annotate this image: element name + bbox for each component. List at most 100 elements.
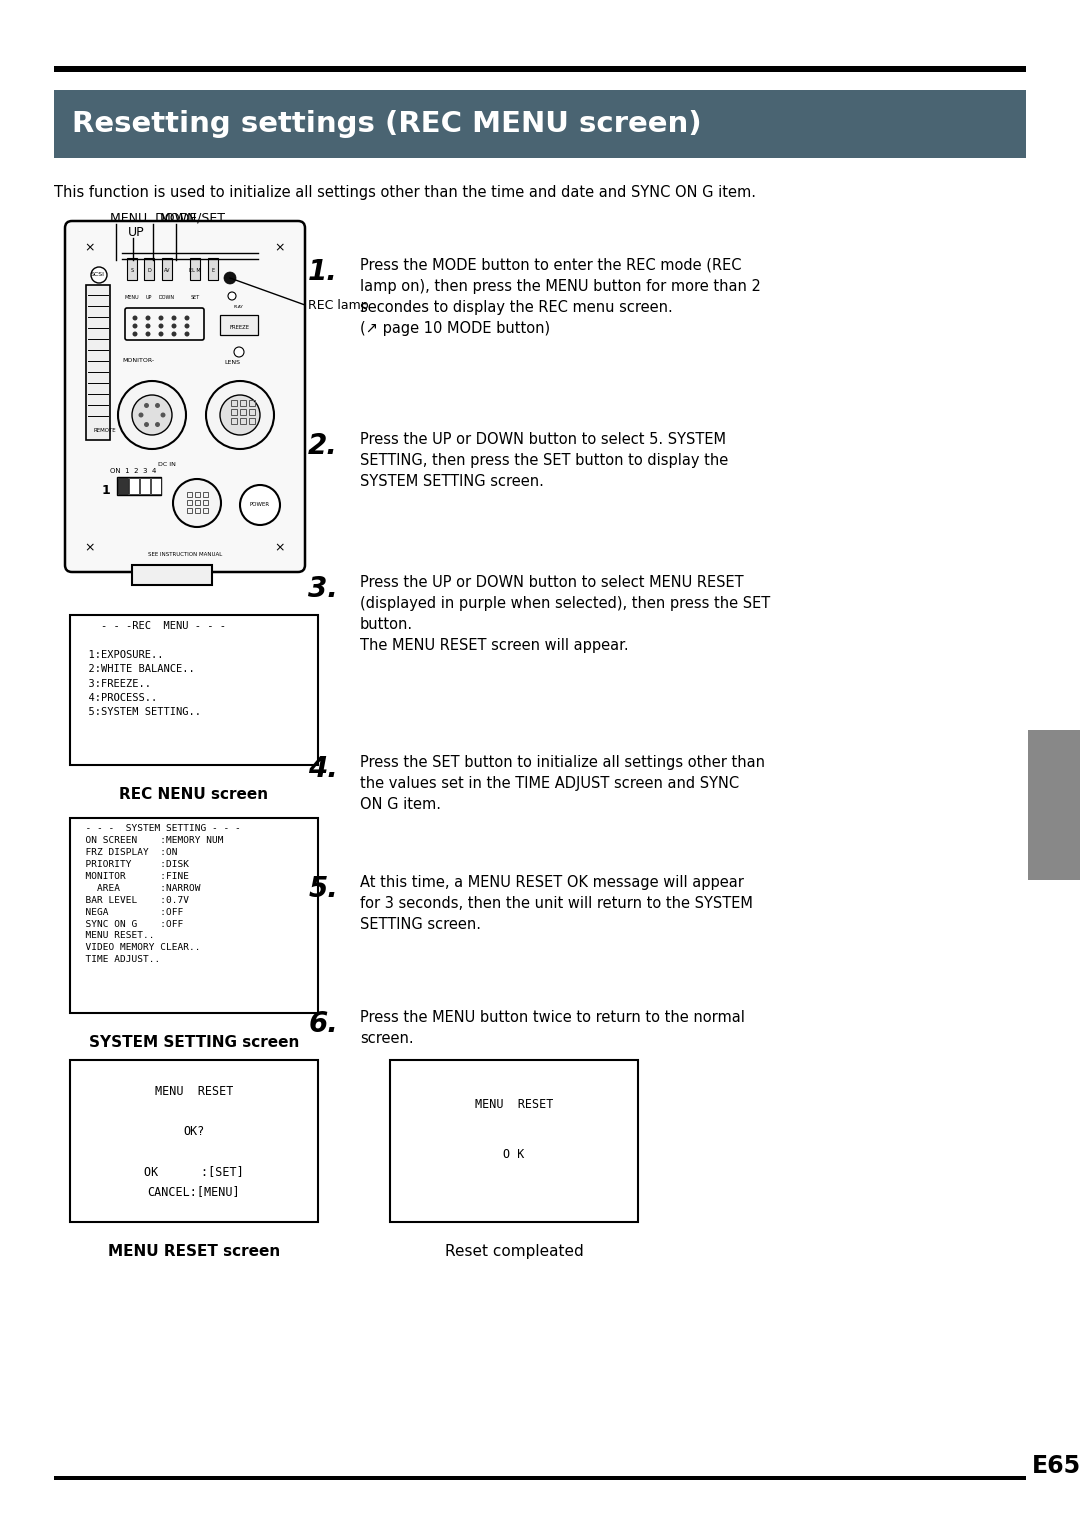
Text: ×: × [84, 242, 95, 254]
Text: UP: UP [129, 225, 145, 239]
Circle shape [146, 315, 150, 321]
Text: Resetting settings (REC MENU screen): Resetting settings (REC MENU screen) [72, 110, 702, 138]
Circle shape [133, 315, 137, 321]
Bar [203, 508, 208, 514]
Text: AV: AV [164, 268, 171, 274]
Text: S: S [131, 268, 134, 274]
Text: 6.: 6. [308, 1011, 338, 1038]
Circle shape [185, 332, 189, 336]
Text: DC IN: DC IN [158, 462, 176, 466]
Circle shape [172, 315, 176, 321]
Text: 1.: 1. [308, 258, 338, 286]
Text: MODE/SET: MODE/SET [160, 211, 226, 225]
Bar [144, 258, 154, 280]
Circle shape [144, 422, 149, 427]
Text: SYSTEM SETTING screen: SYSTEM SETTING screen [89, 1035, 299, 1050]
FancyBboxPatch shape [125, 307, 204, 339]
Text: - - -REC  MENU - - -

  1:EXPOSURE..
  2:WHITE BALANCE..
  3:FREEZE..
  4:PROCES: - - -REC MENU - - - 1:EXPOSURE.. 2:WHITE… [76, 621, 226, 717]
Text: Press the SET button to initialize all settings other than
the values set in the: Press the SET button to initialize all s… [360, 755, 765, 812]
Text: REC NENU screen: REC NENU screen [120, 787, 269, 803]
Bar [54, 1475, 1026, 1480]
Text: 4.: 4. [308, 755, 338, 783]
Circle shape [144, 404, 149, 408]
Text: MENU RESET screen: MENU RESET screen [108, 1245, 280, 1258]
Circle shape [146, 332, 150, 336]
FancyBboxPatch shape [65, 222, 305, 572]
Circle shape [240, 485, 280, 524]
Bar [240, 401, 246, 407]
Bar [195, 500, 200, 505]
Circle shape [228, 292, 237, 300]
Text: DOWN: DOWN [159, 295, 175, 300]
Bar [249, 408, 255, 414]
Text: UP: UP [146, 295, 152, 300]
Bar [195, 508, 200, 514]
Text: MENU: MENU [124, 295, 139, 300]
Bar [187, 500, 192, 505]
Text: E65: E65 [1032, 1454, 1080, 1479]
Text: POWER: POWER [249, 503, 270, 508]
Bar [187, 508, 192, 514]
Text: Press the MODE button to enter the REC mode (REC
lamp on), then press the MENU b: Press the MODE button to enter the REC m… [360, 258, 761, 336]
Text: MONITOR-: MONITOR- [122, 358, 154, 362]
Bar [162, 258, 172, 280]
Circle shape [234, 347, 244, 356]
Circle shape [156, 404, 160, 408]
Text: - - -  SYSTEM SETTING - - -
  ON SCREEN    :MEMORY NUM
  FRZ DISPLAY  :ON
  PRIO: - - - SYSTEM SETTING - - - ON SCREEN :ME… [75, 824, 241, 965]
Text: ×: × [84, 541, 95, 555]
Text: EL M: EL M [189, 268, 201, 274]
Text: Reset compleated: Reset compleated [445, 1245, 583, 1258]
Circle shape [133, 332, 137, 336]
Text: SEE INSTRUCTION MANUAL: SEE INSTRUCTION MANUAL [148, 552, 222, 558]
Circle shape [172, 332, 176, 336]
Text: Press the UP or DOWN button to select 5. SYSTEM
SETTING, then press the SET butt: Press the UP or DOWN button to select 5.… [360, 433, 728, 489]
Circle shape [185, 324, 189, 329]
Text: D: D [147, 268, 151, 274]
Bar [151, 479, 161, 494]
Bar [249, 401, 255, 407]
Text: REMOTE: REMOTE [94, 428, 117, 433]
Circle shape [173, 479, 221, 528]
Bar [70, 1060, 318, 1222]
Text: 3.: 3. [308, 575, 338, 602]
Circle shape [172, 324, 176, 329]
Bar [208, 258, 218, 280]
Circle shape [146, 324, 150, 329]
Circle shape [206, 381, 274, 450]
Bar [190, 258, 200, 280]
Bar [127, 258, 137, 280]
Bar [390, 1060, 638, 1222]
Text: ×: × [274, 541, 285, 555]
Bar [54, 90, 1026, 157]
Bar [129, 479, 139, 494]
Bar [118, 479, 129, 494]
Circle shape [138, 413, 144, 417]
Bar [1028, 729, 1080, 881]
Circle shape [224, 272, 237, 284]
Bar [240, 408, 246, 414]
Text: ON  1  2  3  4: ON 1 2 3 4 [110, 468, 157, 474]
Circle shape [132, 394, 172, 434]
Text: 1: 1 [102, 483, 110, 497]
Text: FREEZE: FREEZE [229, 326, 249, 330]
Bar [117, 477, 161, 495]
Circle shape [159, 324, 163, 329]
Bar [220, 315, 258, 335]
Bar [203, 500, 208, 505]
Bar [249, 417, 255, 424]
Bar [203, 492, 208, 497]
Bar [132, 566, 212, 586]
Text: MENU  RESET

O K: MENU RESET O K [475, 1098, 553, 1161]
Circle shape [91, 268, 107, 283]
Text: ×: × [274, 242, 285, 254]
Bar [240, 417, 246, 424]
Text: LENS: LENS [224, 359, 240, 365]
Bar [140, 479, 150, 494]
Circle shape [220, 394, 260, 434]
Circle shape [133, 324, 137, 329]
Text: At this time, a MENU RESET OK message will appear
for 3 seconds, then the unit w: At this time, a MENU RESET OK message wi… [360, 875, 753, 933]
Bar [86, 284, 110, 440]
Text: 2.: 2. [308, 433, 338, 460]
Bar [70, 818, 318, 1014]
Bar [54, 66, 1026, 72]
